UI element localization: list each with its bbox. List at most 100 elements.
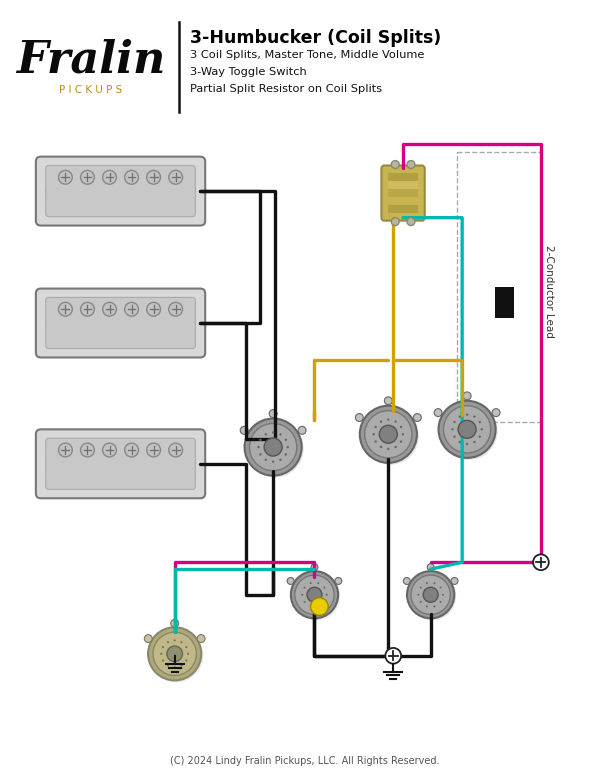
Circle shape (287, 446, 289, 449)
Circle shape (380, 421, 382, 423)
Circle shape (173, 666, 176, 668)
Circle shape (257, 446, 260, 449)
Circle shape (173, 639, 176, 642)
Circle shape (492, 409, 500, 417)
Circle shape (451, 428, 454, 431)
Circle shape (162, 660, 164, 662)
Bar (388, 173, 418, 182)
Circle shape (272, 460, 274, 463)
Circle shape (103, 303, 116, 316)
Bar (388, 197, 418, 205)
Circle shape (169, 171, 182, 184)
Circle shape (420, 601, 422, 603)
Circle shape (442, 594, 444, 596)
Circle shape (473, 441, 476, 443)
Circle shape (473, 415, 476, 417)
Circle shape (46, 320, 52, 326)
FancyBboxPatch shape (36, 429, 205, 498)
Circle shape (380, 445, 382, 449)
FancyBboxPatch shape (46, 438, 196, 490)
Circle shape (291, 571, 338, 618)
Circle shape (181, 664, 182, 667)
Circle shape (269, 410, 277, 417)
Circle shape (265, 459, 267, 461)
Circle shape (323, 587, 325, 588)
Circle shape (458, 421, 476, 438)
Text: P I C K U P S: P I C K U P S (59, 85, 122, 95)
Circle shape (304, 601, 305, 603)
Circle shape (407, 161, 415, 168)
Text: 3-Humbucker (Coil Splits): 3-Humbucker (Coil Splits) (190, 29, 442, 47)
Text: Fralin: Fralin (16, 39, 166, 81)
Circle shape (440, 403, 497, 460)
FancyBboxPatch shape (41, 311, 56, 334)
Circle shape (373, 433, 375, 435)
Circle shape (250, 424, 297, 471)
Circle shape (433, 605, 436, 608)
Circle shape (317, 605, 319, 608)
Circle shape (59, 303, 72, 316)
Circle shape (360, 406, 417, 462)
Circle shape (407, 218, 415, 226)
Circle shape (103, 171, 116, 184)
Circle shape (418, 594, 419, 596)
Circle shape (162, 646, 164, 648)
Circle shape (403, 577, 410, 584)
Circle shape (190, 461, 196, 466)
Circle shape (279, 433, 281, 435)
FancyBboxPatch shape (36, 157, 205, 226)
Circle shape (295, 575, 334, 615)
Text: (C) 2024 Lindy Fralin Pickups, LLC. All Rights Reserved.: (C) 2024 Lindy Fralin Pickups, LLC. All … (170, 756, 439, 766)
Circle shape (187, 653, 189, 655)
Circle shape (317, 582, 319, 584)
Bar (388, 205, 418, 213)
Circle shape (427, 563, 434, 570)
Circle shape (148, 627, 201, 681)
Bar (388, 182, 418, 189)
Circle shape (185, 660, 187, 662)
Circle shape (385, 397, 392, 405)
Circle shape (304, 587, 305, 588)
Circle shape (145, 635, 152, 643)
Circle shape (433, 582, 436, 584)
Circle shape (103, 443, 116, 457)
Circle shape (167, 664, 169, 667)
Circle shape (298, 426, 306, 435)
Circle shape (167, 641, 169, 643)
Circle shape (374, 441, 377, 443)
Circle shape (197, 635, 205, 643)
Circle shape (355, 414, 363, 421)
Circle shape (479, 421, 481, 423)
Circle shape (402, 433, 404, 435)
Circle shape (80, 171, 94, 184)
Circle shape (147, 443, 161, 457)
Circle shape (387, 418, 389, 421)
Circle shape (265, 433, 267, 435)
Circle shape (310, 582, 311, 584)
Text: 3 Coil Splits, Master Tone, Middle Volume: 3 Coil Splits, Master Tone, Middle Volum… (190, 50, 425, 61)
Circle shape (190, 188, 196, 194)
Text: 2-Conductor Lead: 2-Conductor Lead (544, 245, 554, 338)
Circle shape (169, 443, 182, 457)
Circle shape (409, 573, 456, 620)
Circle shape (311, 563, 318, 570)
Circle shape (479, 435, 481, 438)
Circle shape (245, 418, 302, 476)
FancyBboxPatch shape (41, 452, 56, 476)
Circle shape (439, 400, 496, 458)
Circle shape (533, 554, 549, 570)
Circle shape (279, 459, 281, 461)
Circle shape (310, 605, 311, 608)
Circle shape (423, 587, 438, 602)
Circle shape (411, 575, 451, 615)
Circle shape (264, 438, 282, 456)
FancyBboxPatch shape (36, 289, 205, 358)
Circle shape (426, 582, 428, 584)
Circle shape (311, 598, 328, 615)
Circle shape (481, 428, 483, 431)
Circle shape (407, 571, 454, 618)
Circle shape (185, 646, 187, 648)
Circle shape (169, 303, 182, 316)
Circle shape (379, 425, 397, 443)
Circle shape (434, 409, 442, 417)
